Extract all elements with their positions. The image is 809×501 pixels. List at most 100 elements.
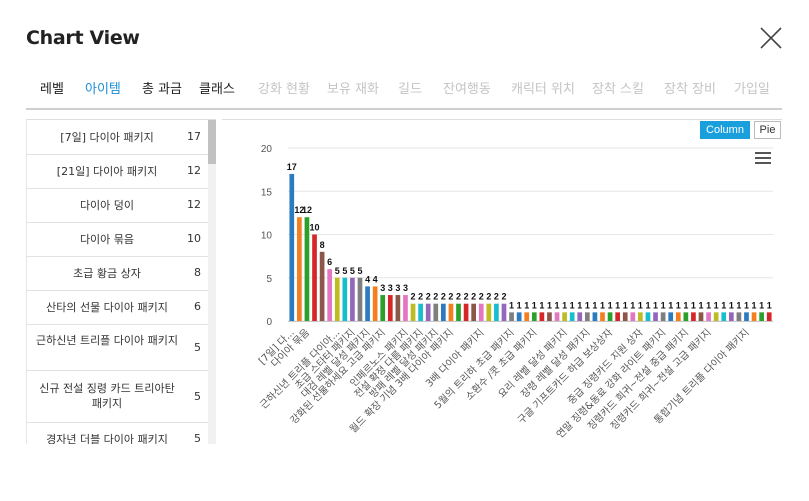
list-item[interactable]: 경자년 더블 다이아 패키지 5 xyxy=(27,423,209,444)
bar-value-label: 1 xyxy=(517,300,522,310)
tab-item[interactable]: 아이템 xyxy=(85,82,121,97)
chart-bar xyxy=(372,286,378,321)
item-count: 5 xyxy=(194,341,201,354)
chart-bar xyxy=(645,312,651,321)
chart-bar xyxy=(471,303,477,321)
bar-value-label: 3 xyxy=(380,283,385,293)
list-item[interactable]: 초급 황금 상자 8 xyxy=(27,257,209,291)
list-item[interactable]: 다이아 묶음 10 xyxy=(27,223,209,257)
chart-bar xyxy=(380,295,386,321)
list-item[interactable]: [7일] 다이아 패키지 17 xyxy=(27,120,209,155)
bar-value-label: 8 xyxy=(320,240,325,250)
tab-owned-currency: 보유 재화 xyxy=(327,82,379,97)
close-icon[interactable] xyxy=(758,25,784,51)
list-item[interactable]: 근하신년 트리플 다이아 패키지 5 xyxy=(27,325,209,371)
list-scrollbar[interactable] xyxy=(208,120,216,444)
bar-value-label: 1 xyxy=(570,300,575,310)
chart-bar xyxy=(736,312,742,321)
chart-bar xyxy=(766,312,772,321)
chart-bar xyxy=(494,303,499,321)
chart-bar xyxy=(683,312,689,321)
bar-value-label: 3 xyxy=(388,283,393,293)
chart-bar xyxy=(554,312,560,321)
hamburger-menu-icon[interactable] xyxy=(755,152,771,165)
chart-bar xyxy=(600,312,605,321)
bar-value-label: 1 xyxy=(653,300,658,310)
bar-value-label: 1 xyxy=(752,300,757,310)
item-count: 8 xyxy=(194,266,201,279)
item-name: 초급 황금 상자 xyxy=(73,267,141,280)
bar-value-label: 1 xyxy=(615,300,620,310)
bar-value-label: 1 xyxy=(736,300,741,310)
chart-bar xyxy=(448,303,454,321)
bar-value-label: 1 xyxy=(714,300,719,310)
list-scrollbar-thumb[interactable] xyxy=(208,120,216,164)
tab-level[interactable]: 레벨 xyxy=(40,82,64,97)
item-count: 10 xyxy=(187,232,201,245)
pie-view-button[interactable]: Pie xyxy=(754,121,781,139)
list-item[interactable]: [21일] 다이아 패키지 12 xyxy=(27,155,209,189)
list-item[interactable]: 신규 전설 징령 카드 트리아탄 패키지 5 xyxy=(27,371,209,423)
tab-equipped-gear: 장착 장비 xyxy=(664,82,716,97)
chart-bar xyxy=(516,312,522,321)
bar-value-label: 1 xyxy=(585,300,590,310)
chart-bar xyxy=(319,251,325,321)
bar-value-label: 5 xyxy=(350,266,355,276)
chart-bar xyxy=(569,312,575,321)
bar-value-label: 6 xyxy=(327,257,332,267)
tab-join-date: 가입일 xyxy=(734,82,770,97)
bar-value-label: 1 xyxy=(532,300,537,310)
chart-bar xyxy=(478,303,484,321)
bar-value-label: 1 xyxy=(706,300,711,310)
chart-bar xyxy=(312,234,317,321)
bar-value-label: 2 xyxy=(448,292,453,302)
chart-bar xyxy=(751,312,757,321)
chart-bar xyxy=(433,303,439,321)
bar-value-label: 1 xyxy=(555,300,560,310)
bar-value-label: 2 xyxy=(411,292,416,302)
chart-bar xyxy=(531,312,537,321)
list-item[interactable]: 산타의 선물 다이아 패키지 6 xyxy=(27,291,209,325)
item-name: [7일] 다이아 패키지 xyxy=(60,131,154,144)
bar-value-label: 1 xyxy=(524,300,529,310)
bar-value-label: 1 xyxy=(668,300,673,310)
bar-value-label: 2 xyxy=(486,292,491,302)
bar-value-label: 1 xyxy=(759,300,764,310)
chart-bar xyxy=(638,312,643,321)
chart-bar xyxy=(630,312,636,321)
bar-value-label: 1 xyxy=(592,300,597,310)
chart-bar xyxy=(759,312,764,321)
chart-bar xyxy=(486,303,492,321)
y-tick-label: 10 xyxy=(261,231,273,242)
list-item[interactable]: 다이아 덩이 12 xyxy=(27,189,209,223)
item-count: 12 xyxy=(187,164,201,177)
chart-bar xyxy=(342,277,348,321)
chart-bar xyxy=(691,312,696,321)
bar-value-label: 1 xyxy=(547,300,552,310)
bar-value-label: 1 xyxy=(661,300,666,310)
chart-bar xyxy=(615,312,620,321)
chart-bar xyxy=(410,303,416,321)
item-name: 경자년 더블 다이아 패키지 xyxy=(46,433,168,444)
tab-total-spend[interactable]: 총 과금 xyxy=(142,82,183,97)
bar-value-label: 1 xyxy=(721,300,726,310)
bar-value-label: 1 xyxy=(623,300,628,310)
y-tick-label: 20 xyxy=(261,144,273,155)
tab-equipped-skill: 장착 스킬 xyxy=(592,82,644,97)
bar-value-label: 2 xyxy=(433,292,438,302)
tab-guild: 길드 xyxy=(398,82,422,97)
y-tick-label: 5 xyxy=(266,274,272,285)
bar-value-label: 1 xyxy=(676,300,681,310)
dialog-title: Chart View xyxy=(26,27,140,49)
item-name: 신규 전설 징령 카드 트리아탄 패키지 xyxy=(39,382,175,410)
chart-bar xyxy=(297,217,302,321)
bar-value-label: 3 xyxy=(395,283,400,293)
bar-value-label: 4 xyxy=(373,274,378,284)
bar-value-label: 1 xyxy=(729,300,734,310)
chart-bar xyxy=(592,312,598,321)
bar-value-label: 1 xyxy=(539,300,544,310)
column-view-button[interactable]: Column xyxy=(700,121,750,139)
tab-class[interactable]: 클래스 xyxy=(199,82,235,97)
bar-value-label: 5 xyxy=(335,266,340,276)
